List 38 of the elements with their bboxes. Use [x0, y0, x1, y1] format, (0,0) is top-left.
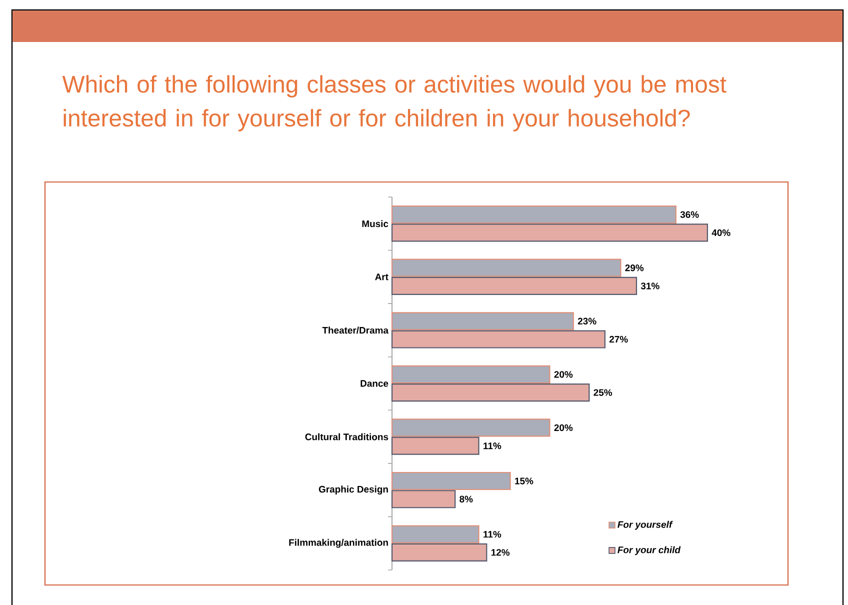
y-tick-label: Dance	[360, 380, 388, 387]
chart-title: Which of the following classes or activities would you be most interested in for yourself or for children in your household?	[62, 75, 726, 132]
data-label: 11%	[484, 530, 502, 538]
bar	[391, 418, 550, 437]
data-label: 15%	[515, 478, 534, 484]
bar	[391, 206, 676, 224]
legend-label: For your child	[618, 546, 681, 556]
bar	[391, 383, 590, 402]
bar	[391, 436, 480, 455]
data-label: 27%	[609, 336, 628, 343]
data-label: 29%	[625, 264, 644, 272]
bar	[391, 525, 480, 544]
bar	[391, 330, 606, 348]
bar	[391, 490, 456, 508]
bar	[391, 543, 488, 562]
y-tick-label: Music	[362, 220, 388, 228]
data-label: 23%	[578, 318, 596, 325]
data-label: 20%	[554, 424, 573, 432]
bar	[391, 276, 638, 296]
bar	[391, 224, 708, 242]
y-tick-label: Graphic Design	[318, 486, 388, 494]
data-label: 20%	[554, 371, 573, 378]
bar	[391, 365, 550, 384]
data-label: 40%	[712, 229, 730, 236]
data-label: 12%	[491, 549, 510, 556]
bar	[391, 472, 511, 490]
bar	[391, 312, 574, 330]
y-tick-label: Cultural Traditions	[305, 433, 388, 440]
y-tick-label: Theater/Drama	[322, 326, 389, 334]
data-label: 31%	[640, 282, 660, 290]
legend-label: For yourself	[618, 520, 673, 530]
data-label: 8%	[460, 496, 473, 502]
y-tick-label: Filmmaking/animation	[289, 538, 388, 548]
y-tick-label: Art	[375, 274, 388, 280]
data-label: 11%	[484, 442, 502, 450]
data-label: 36%	[680, 211, 699, 218]
bar	[391, 258, 622, 277]
data-label: 25%	[594, 389, 612, 396]
